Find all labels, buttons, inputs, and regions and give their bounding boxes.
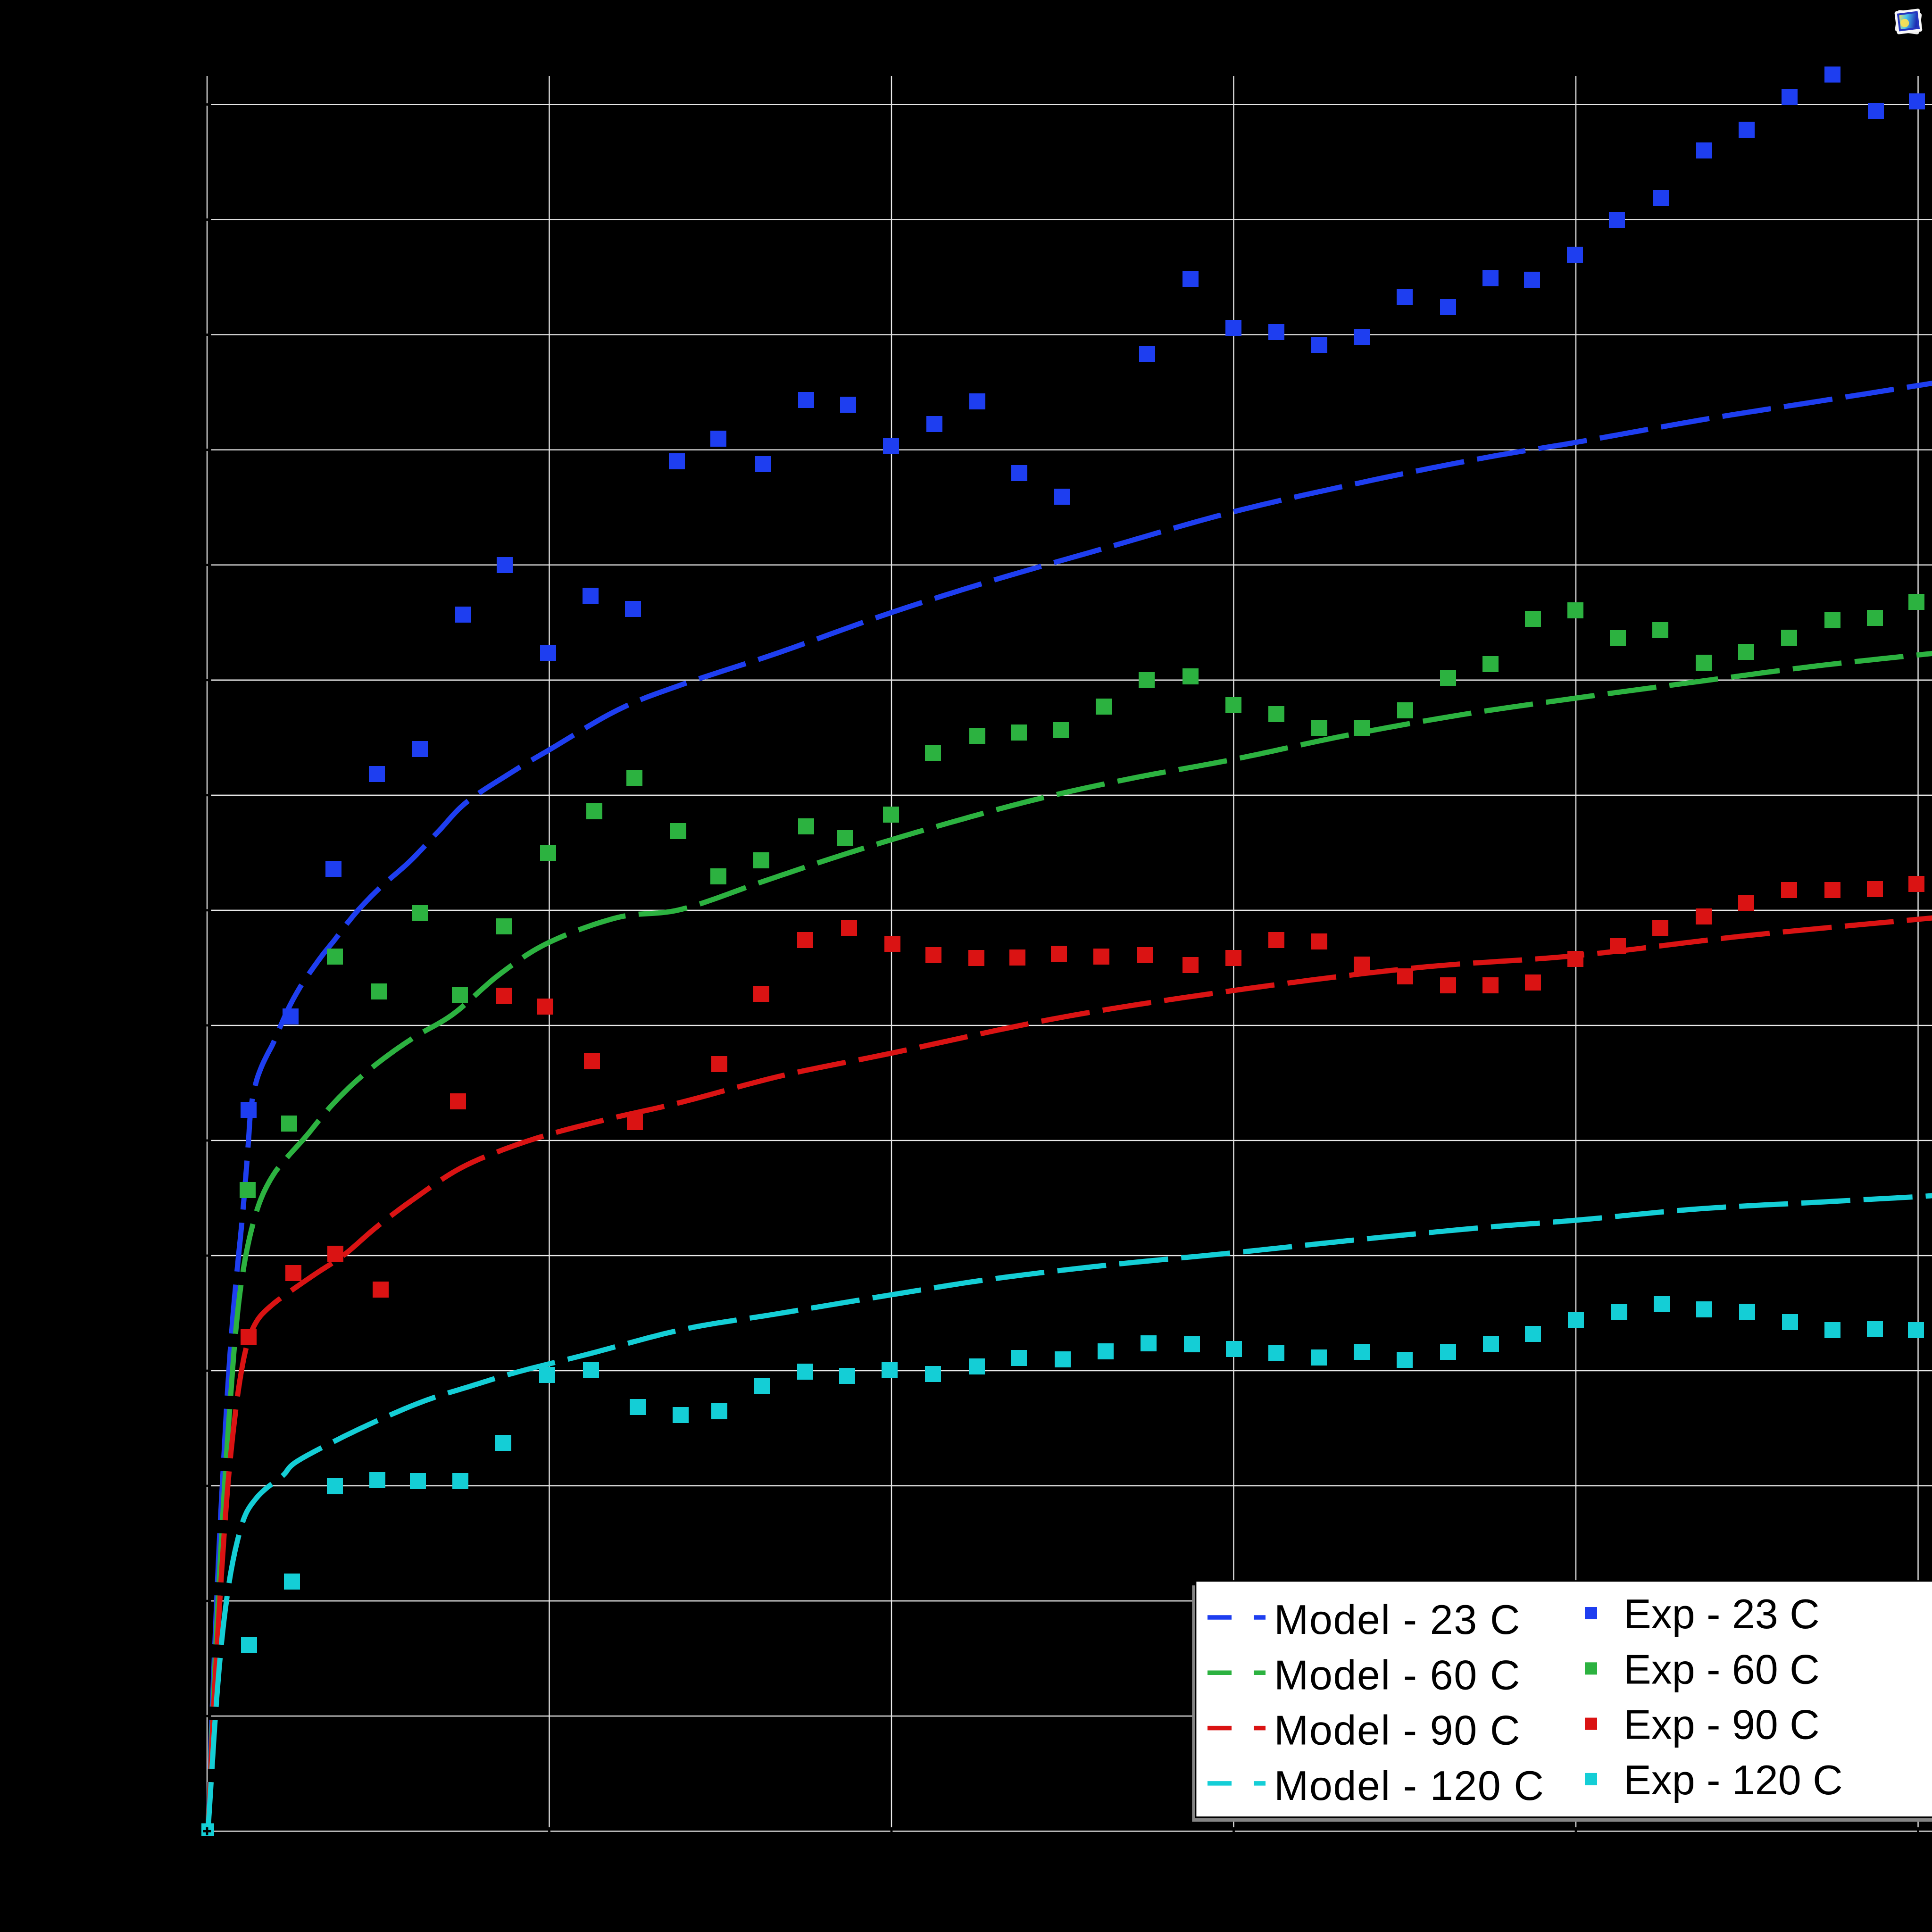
svg-text:Exp - 23 C: Exp - 23 C: [1624, 1591, 1820, 1637]
svg-text:Model - 23 C: Model - 23 C: [1274, 1596, 1521, 1643]
svg-text:Model - 60 C: Model - 60 C: [1274, 1651, 1521, 1698]
svg-text:Model - 120 C: Model - 120 C: [1274, 1762, 1545, 1809]
svg-text:Exp - 90 C: Exp - 90 C: [1624, 1701, 1820, 1748]
svg-text:Exp - 120 C: Exp - 120 C: [1624, 1757, 1843, 1803]
svg-text:Exp - 60 C: Exp - 60 C: [1624, 1646, 1820, 1692]
svg-text:Model - 90 C: Model - 90 C: [1274, 1707, 1521, 1754]
